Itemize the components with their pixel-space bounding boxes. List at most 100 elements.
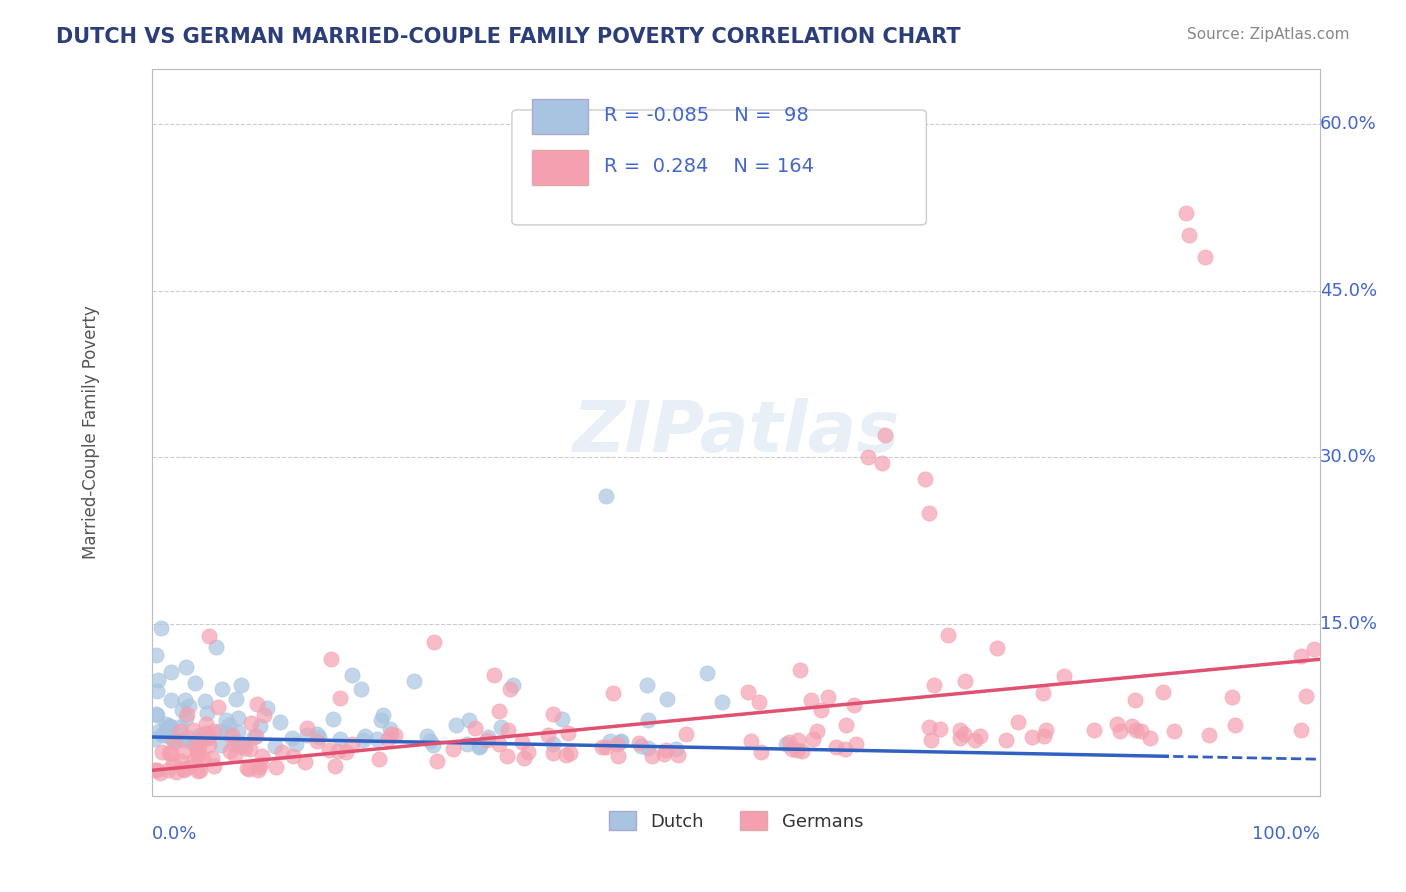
Point (198, 629, 221, 643)
Point (918, 719, 941, 733)
Point (1032, 686, 1054, 700)
Point (250, 749, 273, 764)
Point (176, 706, 198, 721)
Point (249, 719, 271, 733)
Point (652, 747, 675, 762)
Point (441, 742, 464, 756)
Point (285, 737, 308, 751)
Point (222, 737, 245, 751)
Point (551, 712, 574, 726)
Point (195, 726, 218, 740)
Point (502, 678, 524, 692)
Point (488, 704, 510, 718)
Point (146, 763, 169, 777)
Point (380, 722, 402, 736)
Point (307, 727, 329, 741)
Point (305, 734, 328, 748)
Point (1021, 730, 1043, 744)
Point (205, 640, 228, 655)
Point (513, 751, 536, 765)
Point (350, 681, 373, 696)
Point (541, 737, 564, 751)
Point (482, 668, 505, 682)
Point (183, 753, 205, 767)
Point (610, 733, 633, 747)
Point (253, 707, 276, 722)
Point (1129, 723, 1152, 738)
Point (340, 738, 363, 752)
Point (1289, 648, 1312, 663)
Point (711, 695, 734, 709)
Point (177, 699, 200, 714)
Point (169, 724, 191, 739)
Point (145, 763, 167, 777)
Point (173, 733, 195, 747)
Point (295, 728, 318, 742)
Point (174, 659, 197, 673)
Point (194, 694, 217, 708)
Point (202, 723, 225, 738)
Point (496, 749, 519, 764)
Point (163, 734, 186, 748)
Point (145, 707, 167, 722)
Point (510, 735, 533, 749)
Point (160, 693, 183, 707)
Point (845, 737, 868, 751)
Point (157, 729, 180, 743)
Point (322, 712, 344, 726)
Point (834, 741, 856, 756)
Point (986, 640, 1008, 655)
Point (949, 731, 972, 745)
Point (143, 731, 166, 746)
Point (319, 651, 342, 665)
Point (557, 726, 579, 740)
Point (264, 759, 287, 773)
Point (628, 736, 651, 750)
Point (477, 730, 499, 744)
Point (153, 726, 176, 740)
Point (149, 765, 172, 780)
Point (162, 756, 184, 770)
Point (929, 722, 952, 736)
Point (537, 728, 560, 742)
Point (602, 685, 624, 699)
Point (806, 724, 828, 739)
Point (1163, 724, 1185, 739)
Text: Source: ZipAtlas.com: Source: ZipAtlas.com (1187, 27, 1350, 42)
Point (749, 745, 772, 759)
Point (591, 739, 613, 754)
Point (283, 748, 305, 763)
Text: R =  0.284    N = 164: R = 0.284 N = 164 (605, 157, 814, 177)
Point (173, 744, 195, 758)
Point (146, 673, 169, 687)
Text: Married-Couple Family Poverty: Married-Couple Family Poverty (82, 305, 100, 559)
Point (607, 748, 630, 763)
Point (221, 728, 243, 742)
Bar (531, 99, 588, 134)
Point (208, 723, 231, 738)
Point (637, 740, 659, 755)
Point (225, 692, 247, 706)
Point (186, 744, 208, 758)
Point (246, 763, 269, 777)
Point (1178, 228, 1201, 243)
Text: 60.0%: 60.0% (1320, 115, 1376, 133)
Point (517, 745, 540, 759)
Legend: Dutch, Germans: Dutch, Germans (602, 804, 870, 838)
Point (186, 739, 208, 753)
Text: R = -0.085    N =  98: R = -0.085 N = 98 (605, 106, 808, 125)
Point (856, 450, 879, 465)
Point (294, 755, 316, 769)
Point (371, 707, 394, 722)
Point (655, 743, 678, 757)
Point (1152, 685, 1174, 699)
Point (994, 732, 1017, 747)
Point (800, 693, 823, 707)
Point (172, 763, 194, 777)
Point (176, 730, 198, 744)
Point (224, 748, 246, 763)
Point (202, 759, 225, 773)
Point (162, 735, 184, 749)
Point (599, 734, 621, 748)
Point (606, 738, 628, 752)
